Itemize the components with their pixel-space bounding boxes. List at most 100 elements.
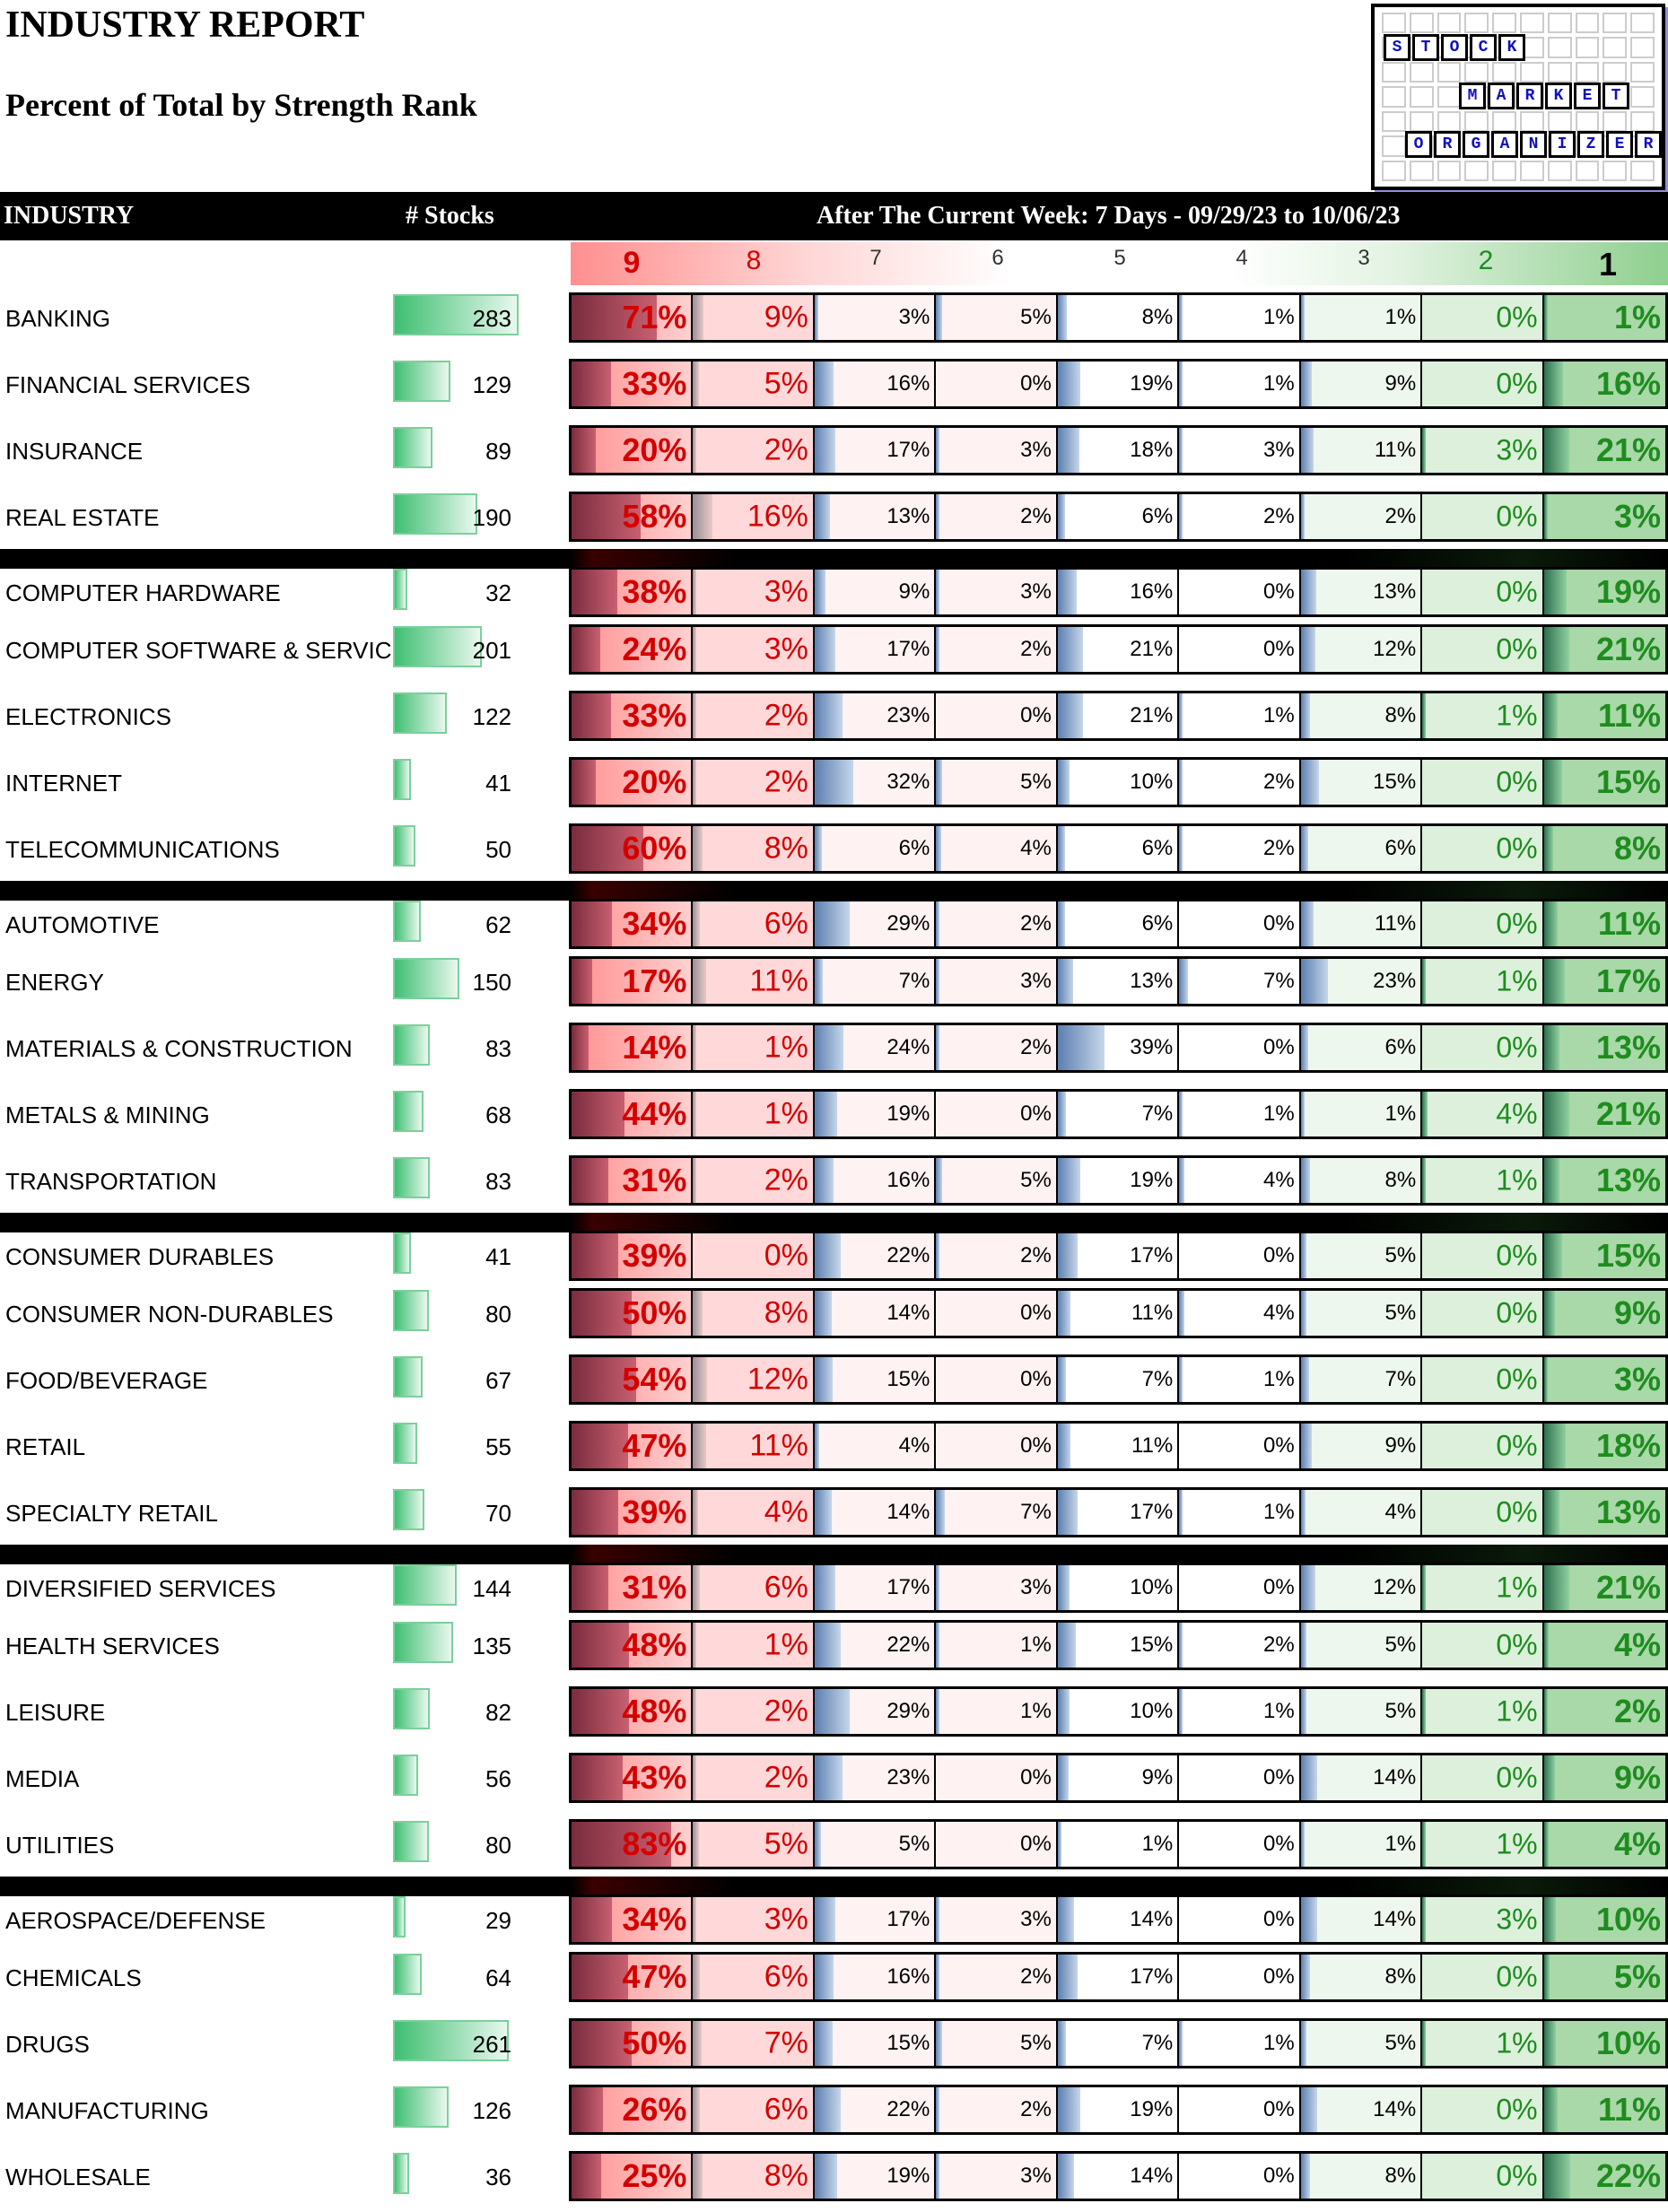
rank-4-cell: 4% [1179,1158,1301,1203]
percent-value: 4% [1496,1097,1538,1130]
percent-value: 13% [1596,1162,1662,1198]
logo-letter: C [1470,34,1497,61]
percent-value: 0% [1020,1765,1052,1790]
percent-value: 5% [1384,1699,1417,1723]
rank-3-cell: 6% [1300,826,1423,871]
percent-value: 9% [1614,1759,1662,1796]
percent-bar [693,361,700,406]
rank-2-cell: 0% [1422,760,1544,805]
percent-value: 8% [764,1295,808,1330]
percent-value: 1% [1263,1102,1295,1126]
rank-percent-cells: 33% 2% 23% 0% 21% 1% 8% 1% 11% [569,691,1668,741]
industry-name: TELECOMMUNICATIONS [5,836,280,863]
percent-value: 7% [1141,2031,1174,2055]
percent-bar [1543,428,1570,473]
stock-count: 144 [472,1575,511,1602]
table-row: COMPUTER HARDWARE 32 38% 3% 9% 3% 16% 0% 13% 0% 19… [0,562,1668,628]
percent-bar [693,901,701,946]
percent-value: 0% [1496,1363,1538,1396]
rank-3-cell: 5% [1300,1291,1423,1336]
rank-percent-cells: 33% 5% 16% 0% 19% 1% 9% 0% 16% [569,359,1668,409]
rank-1-cell: 21% [1543,428,1666,473]
percent-value: 11% [1131,1301,1174,1325]
rank-5-cell: 10% [1057,760,1180,805]
rank-9-cell: 14% [572,1025,694,1070]
industry-name: COMPUTER SOFTWARE & SERVICES [5,637,424,664]
percent-value: 15% [1130,1633,1174,1657]
percent-bar [693,1490,698,1535]
stock-count-bar [393,2020,509,2061]
rank-7-cell: 22% [814,1233,937,1278]
stock-count-bar [393,1622,453,1663]
percent-bar [814,1689,850,1734]
rank-5-cell: 17% [1057,1233,1180,1278]
rank-9-cell: 33% [572,693,694,738]
stock-count: 135 [472,1633,511,1659]
percent-value: 4% [764,1494,808,1529]
percent-value: 6% [764,906,808,941]
rank-9-cell: 26% [572,2087,694,2132]
stock-count-bar [393,1821,429,1862]
percent-bar [1543,1755,1555,1800]
stock-count-bar [393,294,519,335]
percent-value: 1% [1263,1367,1295,1391]
percent-value: 3% [1614,1361,1662,1398]
stock-count-bar [393,1091,424,1132]
rank-9-cell: 25% [572,2154,694,2199]
table-row: SPECIALTY RETAIL 70 39% 4% 14% 7% 17% 1% 4% 0% 13% [0,1482,1668,1548]
rank-3-cell: 14% [1300,2087,1423,2132]
percent-value: 0% [1020,1102,1052,1126]
percent-value: 5% [764,1826,808,1861]
rank-4-cell: 3% [1179,428,1301,473]
rank-7-cell: 9% [814,570,937,614]
stock-count-bar [393,361,450,402]
rank-3-cell: 9% [1300,361,1423,406]
percent-value: 0% [764,1238,808,1273]
rank-9-cell: 24% [572,627,694,672]
percent-bar [572,1822,671,1867]
percent-bar [814,361,834,406]
percent-value: 0% [1020,1832,1052,1856]
percent-bar [572,826,644,871]
percent-value: 8% [1384,703,1417,727]
rank-4-cell: 7% [1179,959,1301,1004]
rank-9-cell: 60% [572,826,694,871]
logo-letter: R [1434,131,1461,158]
percent-value: 1% [1496,1571,1538,1604]
rank-4-cell: 4% [1179,1291,1301,1336]
percent-bar [1179,2021,1183,2066]
percent-value: 0% [1263,911,1295,936]
percent-value: 0% [1020,371,1052,396]
rank-percent-cells: 14% 1% 24% 2% 39% 0% 6% 0% 13% [569,1023,1668,1073]
rank-6-cell: 0% [936,1424,1058,1468]
percent-bar [814,1822,821,1867]
rank-label-9: 9 [623,246,641,280]
percent-value: 21% [1596,1569,1662,1606]
rank-4-cell: 1% [1179,1689,1301,1734]
stocks-column-header: # Stocks [406,202,494,230]
logo-letter: T [1412,34,1439,61]
percent-value: 0% [1263,2097,1295,2121]
percent-bar [814,2087,842,2132]
rank-percent-cells: 17% 11% 7% 3% 13% 7% 23% 1% 17% [569,956,1668,1006]
industry-name: MANUFACTURING [5,2097,209,2124]
rank-1-cell: 13% [1543,1025,1666,1070]
percent-value: 34% [622,1901,687,1938]
industry-name: AEROSPACE/DEFENSE [5,1907,266,1934]
percent-bar [1179,760,1183,805]
rank-percent-cells: 38% 3% 9% 3% 16% 0% 13% 0% 19% [569,567,1668,617]
rank-1-cell: 18% [1543,1424,1666,1468]
percent-bar [936,1955,940,1999]
percent-bar [572,494,642,539]
rank-2-cell: 1% [1422,959,1544,1004]
percent-bar [572,2154,602,2199]
percent-bar [1543,1623,1550,1668]
percent-value: 83% [622,1825,687,1862]
rank-4-cell: 0% [1179,1025,1301,1070]
percent-bar [814,2154,838,2199]
percent-bar [1300,570,1317,614]
group-separator [0,881,1668,901]
percent-bar [1057,959,1074,1004]
rank-2-cell: 0% [1422,494,1544,539]
